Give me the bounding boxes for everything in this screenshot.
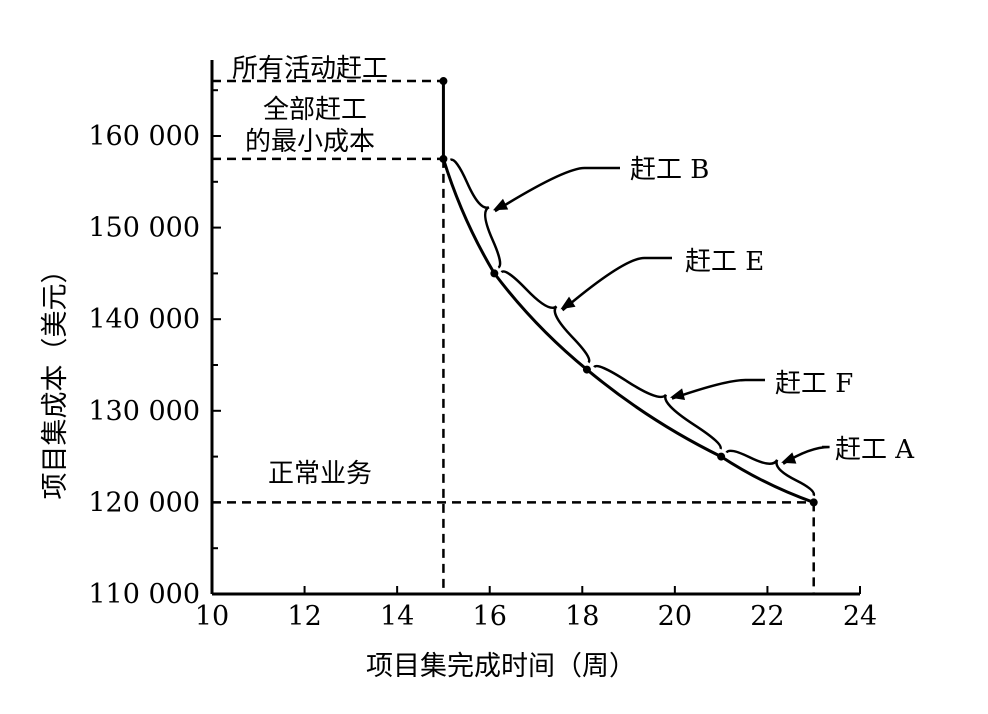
crash-b-brace — [449, 158, 502, 269]
y-axis-title: 项目集成本（美元） — [40, 257, 71, 500]
crash-f-brace — [593, 364, 722, 450]
cost-curve-segment — [441, 158, 496, 275]
annotation-crash-f: 赶工 F — [775, 369, 853, 399]
crash-braces — [449, 158, 830, 497]
crash-f-leader — [671, 378, 765, 400]
x-tick-label: 18 — [565, 601, 599, 632]
annotation-crash-a: 赶工 A — [835, 435, 915, 465]
x-axis-title: 项目集完成时间（周） — [366, 651, 636, 682]
x-tick-label: 20 — [658, 601, 692, 632]
crash-b-arrowhead — [492, 198, 509, 211]
y-tick-label: 120 000 — [88, 487, 200, 518]
curve-point — [490, 269, 499, 278]
y-tick-label: 110 000 — [88, 579, 200, 610]
curve-point — [717, 452, 726, 461]
crash-a-arrowhead — [781, 452, 797, 464]
x-tick-label: 12 — [287, 601, 321, 632]
y-tick-label: 150 000 — [88, 213, 200, 244]
annotation-crash-e: 赶工 E — [685, 247, 764, 277]
x-tick-label: 16 — [473, 601, 507, 632]
crash-a-brace — [725, 449, 816, 497]
x-tick-label: 22 — [750, 601, 784, 632]
curve-point — [582, 365, 591, 374]
cost-curve-segment — [585, 368, 722, 458]
annotation-crash-b: 赶工 B — [630, 155, 709, 185]
curve-point — [439, 154, 448, 163]
y-tick-label: 140 000 — [88, 304, 200, 335]
annotation-all-activities-crashed: 所有活动赶工 — [232, 54, 388, 84]
crash-e-brace — [500, 270, 591, 364]
curve-point — [809, 498, 818, 507]
cost-curve — [439, 77, 818, 507]
crash-e-arrowhead — [560, 296, 576, 310]
x-tick-label: 24 — [843, 601, 877, 632]
crash-f-arrowhead — [669, 388, 686, 401]
cost-curve-segment — [493, 272, 588, 371]
x-tick-label: 14 — [380, 601, 414, 632]
axes — [210, 60, 860, 596]
reference-lines — [212, 79, 815, 594]
x-tick-label: 10 — [195, 601, 229, 632]
curve-point — [439, 77, 448, 86]
crash-e-leader — [561, 256, 672, 312]
annotation-full-crash-line1: 全部赶工 — [263, 95, 367, 125]
y-tick-label: 130 000 — [88, 396, 200, 427]
annotation-normal-operation: 正常业务 — [268, 459, 372, 489]
annotation-full-crash-line2: 的最小成本 — [245, 127, 375, 157]
y-tick-label: 160 000 — [88, 121, 200, 152]
crash-b-leader — [494, 166, 620, 213]
ticks: 10 12 14 16 18 20 22 24 110 000 120 000 130 000 140… — [88, 89, 877, 632]
cost-curve-segment — [720, 455, 815, 504]
